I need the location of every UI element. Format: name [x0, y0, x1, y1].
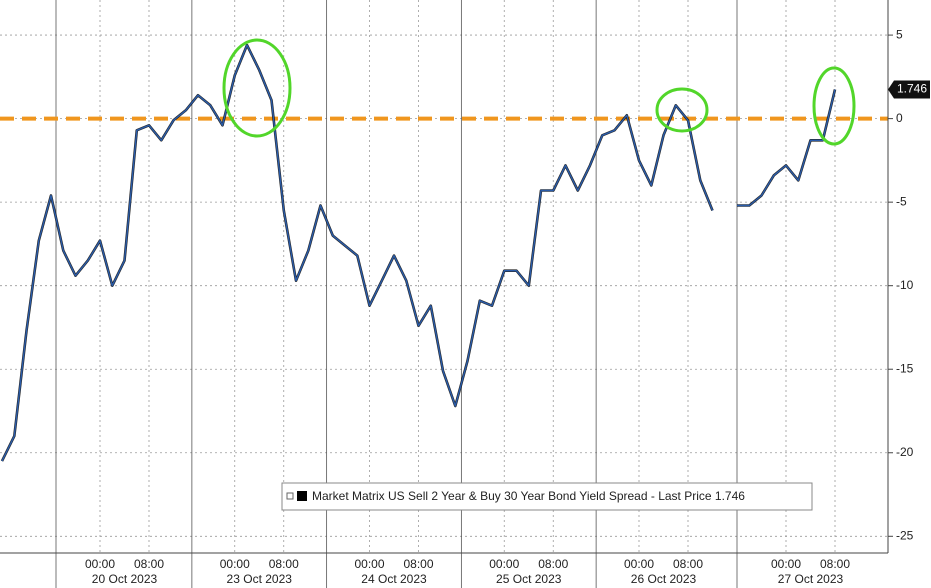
x-tick-label: 08:00 [403, 557, 433, 571]
x-tick-label: 00:00 [85, 557, 115, 571]
legend-box [281, 482, 813, 511]
date-label: 20 Oct 2023 [92, 572, 158, 586]
y-tick-label: -20 [896, 445, 914, 459]
legend: Market Matrix US Sell 2 Year & Buy 30 Ye… [281, 482, 813, 511]
y-tick-label: -25 [896, 528, 914, 542]
last-price-label: 1.746 [897, 82, 927, 96]
series-line [1, 44, 836, 462]
x-tick-label: 00:00 [771, 557, 801, 571]
y-tick-label: -5 [896, 194, 907, 208]
highlight [655, 87, 709, 133]
highlight [222, 38, 292, 138]
y-tick-label: -15 [896, 361, 914, 375]
legend-toggle[interactable] [286, 492, 294, 500]
date-label: 26 Oct 2023 [631, 572, 697, 586]
x-tick-label: 08:00 [269, 557, 299, 571]
legend-last: 1.746 [715, 489, 745, 503]
legend-text: Market Matrix US Sell 2 Year & Buy 30 Ye… [312, 489, 745, 503]
legend-suffix: - Last Price [651, 489, 712, 503]
highlight [812, 66, 856, 146]
plot-layer [0, 43, 888, 462]
x-tick-label: 00:00 [489, 557, 519, 571]
x-tick-label: 00:00 [220, 557, 250, 571]
last-price-tag [888, 80, 930, 99]
legend-swatch [297, 491, 307, 501]
date-label: 25 Oct 2023 [496, 572, 562, 586]
date-label: 24 Oct 2023 [361, 572, 427, 586]
x-tick-label: 08:00 [820, 557, 850, 571]
y-tick-label: -10 [896, 278, 914, 292]
date-label: 27 Oct 2023 [778, 572, 844, 586]
date-label: 23 Oct 2023 [227, 572, 293, 586]
legend-name: Market Matrix US Sell 2 Year & Buy 30 Ye… [312, 489, 648, 503]
x-tick-label: 08:00 [538, 557, 568, 571]
x-tick-label: 08:00 [673, 557, 703, 571]
x-tick-label: 08:00 [134, 557, 164, 571]
x-tick-label: 00:00 [624, 557, 654, 571]
x-tick-label: 00:00 [354, 557, 384, 571]
y-tick-label: 5 [896, 27, 903, 41]
y-tick-label: 0 [896, 111, 903, 125]
grid-layer [0, 0, 888, 588]
